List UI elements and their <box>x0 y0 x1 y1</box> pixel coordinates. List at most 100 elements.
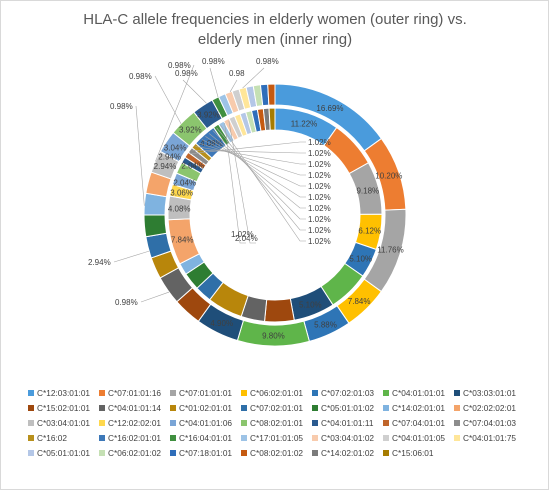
data-label: 6.12% <box>358 226 381 235</box>
legend-swatch <box>241 404 247 411</box>
data-label: 2.04% <box>173 178 196 187</box>
legend-label: C*07:04:01:01 <box>392 417 446 428</box>
legend-row: C*15:02:01:01 C*04:01:01:14 C*01:02:01:01 C… <box>28 402 538 417</box>
leader-label: 2.94% <box>88 258 111 267</box>
legend-label: C*16:02 <box>37 432 67 443</box>
leader-line <box>140 291 170 303</box>
legend-item: C*16:02:01:01 <box>99 432 170 443</box>
legend-swatch <box>28 434 34 441</box>
legend-item: C*07:01:01:01 <box>170 387 241 398</box>
legend-item: C*06:02:01:01 <box>241 387 312 398</box>
chart-title: HLA-C allele frequencies in elderly wome… <box>83 11 467 48</box>
legend-item: C*07:04:01:03 <box>454 417 525 428</box>
leader-line <box>154 75 182 124</box>
legend-label: C*06:02:01:02 <box>108 447 162 458</box>
data-label: 2.94% <box>158 153 181 162</box>
legend-label: C*07:02:01:01 <box>250 402 304 413</box>
legend-item: C*16:02 <box>28 432 99 443</box>
legend-swatch <box>170 389 176 396</box>
legend-label: C*14:02:01:01 <box>392 402 446 413</box>
legend-item: C*15:02:01:01 <box>28 402 99 413</box>
legend-row: C*05:01:01:01 C*06:02:01:02 C*07:18:01:01 C… <box>28 447 538 462</box>
legend-label: C*16:04:01:01 <box>179 432 233 443</box>
legend-row: C*12:03:01:01 C*07:01:01:16 C*07:01:01:01 C… <box>28 387 538 402</box>
data-label: 5.10% <box>349 254 372 263</box>
data-label: 3.06% <box>170 189 193 198</box>
legend-item: C*07:02:01:01 <box>241 402 312 413</box>
legend-item: C*04:01:01:75 <box>454 432 525 443</box>
leader-line <box>220 125 306 242</box>
legend-item: C*07:04:01:01 <box>383 417 454 428</box>
data-label: 11.76% <box>377 245 404 254</box>
legend-swatch <box>454 404 460 411</box>
leader-line <box>212 130 306 220</box>
leader-label: 0.98% <box>110 102 133 111</box>
legend-label: C*03:04:01:01 <box>37 417 91 428</box>
leader-line <box>228 120 256 244</box>
legend-item: C*04:01:01:14 <box>99 402 170 413</box>
leader-line <box>155 64 195 162</box>
legend-label: C*08:02:01:02 <box>250 447 304 458</box>
legend-label: C*15:02:01:01 <box>37 402 91 413</box>
data-label: 3.04% <box>164 144 187 153</box>
leader-label: 2.04% <box>235 234 258 243</box>
legend-swatch <box>28 449 34 456</box>
leader-label: 1.02% <box>308 237 331 246</box>
leader-line <box>224 122 246 244</box>
legend-item: C*05:01:01:01 <box>28 447 99 458</box>
legend-item: C*04:01:01:11 <box>312 417 383 428</box>
legend-label: C*07:01:01:16 <box>108 387 162 398</box>
legend-swatch <box>383 404 389 411</box>
leader-label: 1.02% <box>308 171 331 180</box>
legend-item: C*14:02:01:02 <box>312 447 383 458</box>
legend-swatch <box>99 419 105 426</box>
chart-legend: C*12:03:01:01 C*07:01:01:16 C*07:01:01:01 C… <box>28 387 538 462</box>
legend-item: C*12:03:01:01 <box>28 387 99 398</box>
legend-item: C*02:02:02:01 <box>454 402 525 413</box>
legend-swatch <box>170 434 176 441</box>
data-label: 4.90% <box>210 319 233 328</box>
legend-label: C*01:02:01:01 <box>179 402 233 413</box>
legend-item: C*04:01:01:05 <box>383 432 454 443</box>
leader-line <box>216 127 306 231</box>
legend-item: C*14:02:01:01 <box>383 402 454 413</box>
legend-label: C*04:01:01:01 <box>392 387 446 398</box>
inner-ring-slice <box>268 107 276 131</box>
legend-item: C*04:01:01:01 <box>383 387 454 398</box>
data-label: 11.22% <box>291 119 318 128</box>
leader-line <box>208 133 306 209</box>
legend-swatch <box>312 419 318 426</box>
outer-ring-slice <box>143 214 168 238</box>
outer-ring-slice <box>267 83 276 106</box>
leader-label: 0.98% <box>129 72 152 81</box>
legend-item: C*06:02:01:02 <box>99 447 170 458</box>
legend-item: C*05:01:01:02 <box>312 402 383 413</box>
data-label: 5.10% <box>299 300 322 309</box>
leader-label: 1.02% <box>308 182 331 191</box>
legend-swatch <box>170 449 176 456</box>
legend-swatch <box>312 449 318 456</box>
legend-label: C*12:03:01:01 <box>37 387 91 398</box>
leader-line <box>113 250 150 263</box>
legend-label: C*17:01:01:05 <box>250 432 304 443</box>
legend-label: C*04:01:01:05 <box>392 432 446 443</box>
legend-item: C*08:02:01:01 <box>241 417 312 428</box>
leader-label: 0.98% <box>256 57 279 66</box>
legend-swatch <box>383 449 389 456</box>
legend-label: C*14:02:01:02 <box>321 447 375 458</box>
legend-swatch <box>28 404 34 411</box>
data-label: 9.18% <box>356 186 379 195</box>
inner-ring-slice <box>263 298 295 323</box>
legend-swatch <box>99 389 105 396</box>
legend-label: C*05:01:01:02 <box>321 402 375 413</box>
legend-label: C*16:02:01:01 <box>108 432 162 443</box>
legend-swatch <box>241 389 247 396</box>
leader-line <box>242 67 265 89</box>
legend-item: C*15:06:01 <box>383 447 454 458</box>
leader-label: 0.98% <box>115 298 138 307</box>
data-label: 4.08% <box>168 205 191 214</box>
data-label: 4.08% <box>200 139 223 148</box>
legend-swatch <box>312 434 318 441</box>
legend-item: C*07:02:01:03 <box>312 387 383 398</box>
